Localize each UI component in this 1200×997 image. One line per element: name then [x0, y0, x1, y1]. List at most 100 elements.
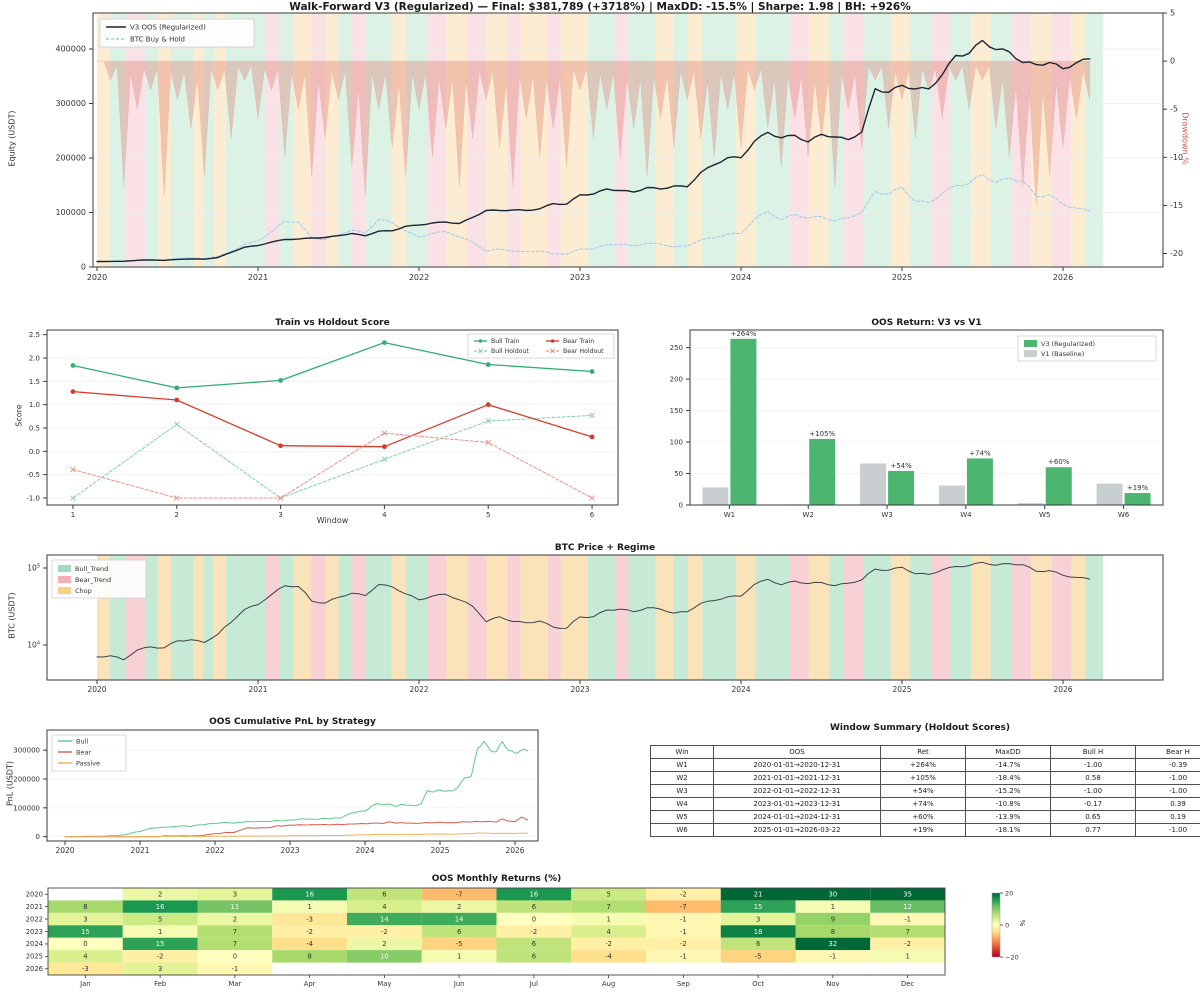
- heatmap-value: 14: [455, 915, 464, 923]
- heatmap-month-label: Sep: [677, 980, 690, 988]
- heatmap-cell: [720, 888, 796, 901]
- heatmap-value: 3: [233, 891, 237, 899]
- heatmap-month-label: Dec: [901, 980, 914, 988]
- bar-value-label: +74%: [969, 449, 991, 457]
- window-x-axis-label: Window: [316, 516, 349, 525]
- heatmap-value: -2: [680, 891, 687, 899]
- heatmap-value: 5: [158, 915, 162, 923]
- heatmap-cell: [272, 950, 347, 963]
- heatmap-cell: [720, 937, 796, 951]
- tick-label: 100000: [55, 208, 86, 217]
- tick-label: 2023: [570, 273, 590, 282]
- tick-label: 2026: [1053, 273, 1073, 282]
- heatmap-month-label: Oct: [752, 980, 764, 988]
- heatmap-cell: [347, 937, 422, 951]
- data-marker: [382, 444, 387, 450]
- regime-band: [486, 13, 508, 267]
- plot-border: [689, 329, 1164, 506]
- heatmap-value: 1: [307, 903, 311, 911]
- legend-entry: V3 (Regularized): [1041, 340, 1095, 348]
- regime-band: [203, 13, 213, 267]
- heatmap-value: 18: [754, 928, 763, 936]
- bar-v1: [702, 487, 729, 505]
- heatmap-cell: [48, 900, 123, 913]
- regime-band: [687, 13, 703, 267]
- regime-band: [930, 13, 951, 267]
- heatmap-value: 21: [754, 891, 763, 899]
- data-marker: [589, 369, 595, 374]
- summary-header-cell: MaxDD: [965, 745, 1051, 759]
- heatmap-value: -3: [82, 965, 89, 973]
- heatmap-value: -1: [680, 915, 687, 923]
- regime-band: [971, 13, 991, 267]
- equity-line: [96, 39, 1091, 263]
- heatmap-cell: [571, 925, 646, 938]
- summary-row: W2 2021-01-01→2021-12-31 +105% -18.4% 0.58 -1…: [650, 771, 1200, 785]
- heatmap-value: 6: [457, 928, 461, 936]
- heatmap-year-label: 2022: [26, 915, 43, 923]
- legend-swatch: [1024, 340, 1037, 347]
- heatmap-value: -5: [755, 953, 762, 961]
- btc-price-line: [96, 561, 1091, 661]
- heatmap-cell: [646, 900, 721, 913]
- tick-label: 50: [674, 470, 683, 478]
- regime-band: [990, 555, 1012, 680]
- colorbar-label: %: [1018, 919, 1026, 927]
- tick-label: 6: [590, 511, 595, 519]
- regime-band: [365, 13, 392, 267]
- heatmap-value: 1: [905, 953, 909, 961]
- heatmap-cell: [197, 900, 273, 913]
- summary-cell: +19%: [880, 823, 966, 837]
- summary-cell: 0.58: [1050, 771, 1136, 785]
- heatmap-cell: [421, 937, 497, 951]
- heatmap-value: 10: [380, 953, 389, 961]
- heatmap-cell: [197, 937, 273, 951]
- heatmap-cell: [122, 937, 198, 951]
- data-marker: [70, 363, 76, 368]
- heatmap-cell: [272, 900, 347, 913]
- summary-cell: -1.00: [1050, 758, 1136, 772]
- tick-label: 2023: [570, 685, 589, 694]
- heatmap-cell: [571, 937, 646, 951]
- legend-entry: BTC Buy & Hold: [130, 36, 185, 44]
- heatmap-value: -2: [306, 928, 313, 936]
- regime-band: [266, 555, 279, 680]
- heatmap-value: 7: [606, 903, 610, 911]
- summary-cell: W3: [650, 784, 714, 798]
- regime-band: [615, 555, 629, 680]
- summary-header-cell: Bull H: [1050, 745, 1136, 759]
- legend-entry: Bull Holdout: [491, 348, 529, 355]
- tick-label: W4: [960, 511, 972, 519]
- data-marker: [589, 495, 595, 501]
- regime-band: [158, 555, 172, 680]
- heatmap-value: -1: [680, 953, 687, 961]
- tick-label: 0.0: [29, 448, 40, 456]
- legend-box: [1017, 335, 1157, 362]
- data-marker: [485, 418, 491, 424]
- summary-cell: -18.1%: [965, 823, 1051, 837]
- regime-band: [351, 13, 366, 267]
- legend-swatch: [58, 587, 71, 594]
- heatmap-value: -4: [306, 940, 313, 948]
- heatmap-cell: [720, 900, 796, 913]
- tick-label: 200000: [13, 776, 40, 784]
- pnl-y-axis-label: PnL (USDT): [5, 761, 15, 806]
- heatmap-value: 12: [903, 903, 912, 911]
- regime-band: [1085, 13, 1104, 267]
- legend-entry: Chop: [75, 587, 92, 595]
- data-marker: [485, 362, 491, 367]
- regime-band: [446, 13, 468, 267]
- tick-label: 2023: [280, 846, 299, 855]
- equity-y-axis-label: Equity (USDT): [7, 110, 17, 167]
- heatmap-value: 15: [81, 928, 90, 936]
- summary-cell: W6: [650, 823, 714, 837]
- heatmap-cell: [571, 888, 646, 901]
- plot-border: [46, 729, 539, 842]
- tick-label: 0: [81, 263, 86, 272]
- tick-label: 2.5: [29, 331, 40, 339]
- regime-band: [628, 13, 656, 267]
- heatmap-cell: [795, 900, 871, 913]
- btc-hold-line: [96, 174, 1091, 263]
- regime-band: [1030, 555, 1052, 680]
- tick-label: 0: [679, 502, 683, 510]
